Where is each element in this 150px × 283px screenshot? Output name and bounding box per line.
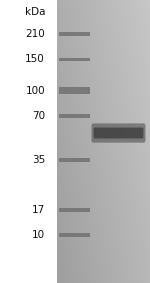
Text: 10: 10 — [32, 230, 45, 240]
Bar — [58, 158, 90, 162]
Text: kDa: kDa — [24, 7, 45, 18]
Text: 210: 210 — [25, 29, 45, 39]
FancyBboxPatch shape — [92, 123, 146, 143]
Bar — [58, 233, 90, 237]
Text: 35: 35 — [32, 155, 45, 165]
Bar — [58, 208, 90, 212]
Text: 17: 17 — [32, 205, 45, 215]
Bar — [58, 87, 90, 94]
Text: 100: 100 — [25, 85, 45, 96]
Bar — [58, 32, 90, 36]
Bar — [58, 114, 90, 118]
FancyBboxPatch shape — [94, 128, 143, 138]
Bar — [58, 57, 90, 61]
Text: 70: 70 — [32, 111, 45, 121]
Text: 150: 150 — [25, 54, 45, 65]
